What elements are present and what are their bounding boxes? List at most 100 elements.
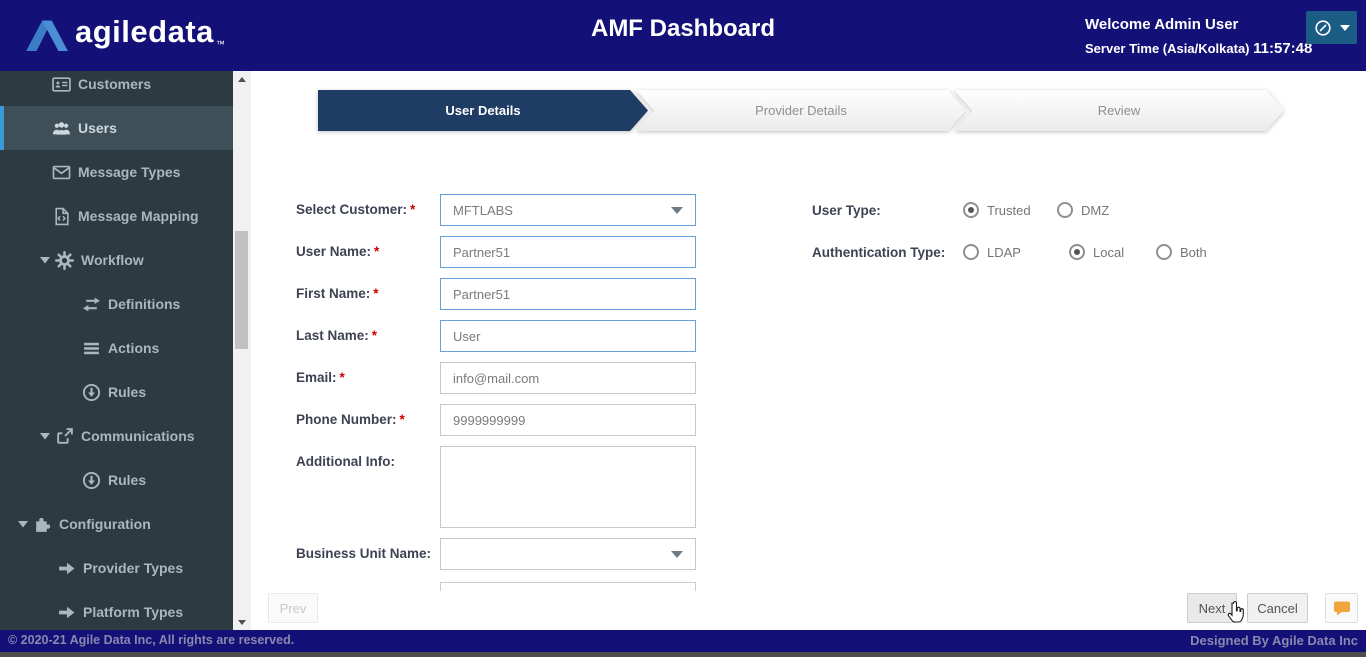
server-time: Server Time (Asia/Kolkata) 11:57:48 — [1085, 40, 1312, 57]
copyright-text: © 2020-21 Agile Data Inc, All rights are… — [8, 633, 295, 647]
bottom-strip — [0, 652, 1366, 657]
phone-number-label: Phone Number: * — [296, 412, 405, 427]
chat-icon — [1333, 601, 1350, 615]
scrollbar-up-button[interactable] — [233, 71, 251, 87]
sidebar-item-communications-rules[interactable]: Rules — [0, 458, 233, 502]
email-label: Email: * — [296, 370, 345, 385]
sidebar-item-configuration[interactable]: Configuration — [0, 502, 233, 546]
sidebar-item-message-types[interactable]: Message Types — [0, 150, 233, 194]
sidebar-item-label: Provider Types — [83, 560, 184, 576]
sidebar-item-customers[interactable]: Customers — [0, 71, 233, 106]
radio-icon — [963, 244, 979, 260]
radio-both[interactable]: Both — [1156, 244, 1207, 260]
next-field-partial[interactable] — [440, 582, 696, 591]
logo: agiledata ™ — [26, 13, 225, 51]
sidebar-item-label: Actions — [108, 340, 160, 356]
page-title: AMF Dashboard — [590, 15, 775, 42]
arrow-circle-down-icon — [82, 471, 101, 489]
user-name-input[interactable] — [440, 236, 696, 268]
logo-caret-icon — [26, 20, 68, 51]
scroll-down-icon — [238, 619, 246, 625]
user-name-label: User Name: * — [296, 244, 380, 259]
caret-down-icon — [18, 520, 28, 527]
sidebar-item-label: Customers — [78, 76, 152, 92]
sidebar-item-label: Workflow — [81, 252, 144, 268]
additional-info-label: Additional Info: — [296, 454, 395, 469]
first-name-input[interactable] — [440, 278, 696, 310]
radio-icon — [963, 202, 979, 218]
arrow-right-icon — [59, 606, 75, 618]
sidebar-item-workflow-rules[interactable]: Rules — [0, 370, 233, 414]
additional-info-textarea[interactable] — [440, 446, 696, 528]
chat-button[interactable] — [1325, 593, 1358, 623]
business-unit-label: Business Unit Name: — [296, 546, 432, 561]
welcome-text: Welcome Admin User — [1085, 16, 1239, 33]
sidebar-scrollbar[interactable] — [233, 71, 251, 630]
scrollbar-down-button[interactable] — [233, 614, 251, 630]
sidebar-item-actions[interactable]: Actions — [0, 326, 233, 370]
gear-icon — [55, 250, 74, 270]
select-customer-dropdown[interactable]: MFTLABS — [440, 194, 696, 226]
phone-number-input[interactable] — [440, 404, 696, 436]
header-user-info: Welcome Admin User Server Time (Asia/Kol… — [1085, 16, 1312, 57]
sidebar-item-label: Rules — [108, 472, 147, 488]
radio-icon — [1156, 244, 1172, 260]
server-time-label: Server Time (Asia/Kolkata) — [1085, 41, 1250, 56]
bars-icon — [84, 342, 99, 354]
prev-button[interactable]: Prev — [268, 593, 318, 623]
envelope-icon — [52, 165, 71, 179]
dropdown-caret-icon — [671, 550, 683, 558]
sidebar-item-label: Communications — [81, 428, 195, 444]
scrollbar-thumb[interactable] — [235, 231, 248, 349]
sidebar-item-message-mapping[interactable]: Message Mapping — [0, 194, 233, 238]
step-review[interactable]: Review — [954, 90, 1284, 131]
cancel-button[interactable]: Cancel — [1247, 593, 1308, 623]
arrow-right-icon — [59, 562, 75, 574]
chevron-down-icon — [1339, 24, 1350, 31]
designed-by-text: Designed By Agile Data Inc — [1190, 633, 1358, 648]
main-content: User Details Provider Details Review Sel… — [251, 71, 1366, 630]
sidebar-item-label: Users — [78, 120, 117, 136]
sidebar-item-workflow[interactable]: Workflow — [0, 238, 233, 282]
last-name-label: Last Name: * — [296, 328, 378, 343]
sidebar-item-provider-types[interactable]: Provider Types — [0, 546, 233, 590]
exchange-icon — [83, 297, 100, 311]
radio-icon — [1057, 202, 1073, 218]
select-customer-label: Select Customer: * — [296, 202, 416, 217]
sidebar-item-definitions[interactable]: Definitions — [0, 282, 233, 326]
sidebar-item-platform-types[interactable]: Platform Types — [0, 590, 233, 630]
next-button[interactable]: Next — [1187, 593, 1237, 623]
last-name-input[interactable] — [440, 320, 696, 352]
authentication-type-label: Authentication Type: — [812, 245, 946, 260]
sidebar-item-communications[interactable]: Communications — [0, 414, 233, 458]
radio-local[interactable]: Local — [1069, 244, 1124, 260]
radio-icon — [1069, 244, 1085, 260]
sidebar-item-label: Configuration — [59, 516, 151, 532]
app-footer: © 2020-21 Agile Data Inc, All rights are… — [0, 630, 1366, 652]
sidebar-item-label: Message Types — [78, 164, 181, 180]
business-unit-dropdown[interactable] — [440, 538, 696, 570]
sidebar-item-label: Platform Types — [83, 604, 184, 620]
select-customer-value: MFTLABS — [453, 202, 513, 218]
sidebar-item-label: Message Mapping — [78, 208, 199, 224]
radio-dmz[interactable]: DMZ — [1057, 202, 1109, 218]
sidebar: Customers Users Message Types — [0, 71, 233, 630]
radio-trusted[interactable]: Trusted — [963, 202, 1031, 218]
sidebar-item-users[interactable]: Users — [0, 106, 233, 150]
step-provider-details[interactable]: Provider Details — [636, 90, 966, 131]
server-time-value: 11:57:48 — [1253, 40, 1313, 57]
app-header: agiledata ™ AMF Dashboard Welcome Admin … — [0, 0, 1366, 71]
dropdown-caret-icon — [671, 206, 683, 214]
step-user-details[interactable]: User Details — [318, 90, 648, 131]
users-icon — [53, 121, 70, 135]
email-input[interactable] — [440, 362, 696, 394]
logo-trademark: ™ — [215, 39, 225, 49]
file-code-icon — [55, 207, 69, 225]
id-card-icon — [52, 76, 71, 92]
puzzle-icon — [36, 517, 51, 532]
user-menu-button[interactable] — [1306, 11, 1357, 44]
radio-ldap[interactable]: LDAP — [963, 244, 1021, 260]
sidebar-item-label: Rules — [108, 384, 147, 400]
user-type-label: User Type: — [812, 203, 881, 218]
